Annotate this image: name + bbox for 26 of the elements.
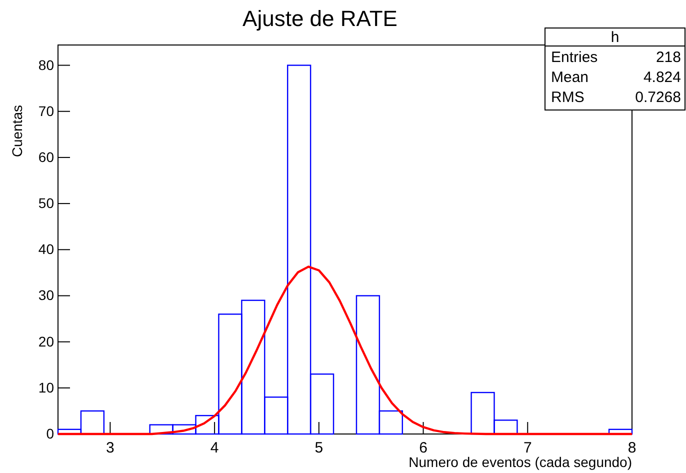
text: 0.7268 (635, 89, 681, 106)
annotation: h (610, 29, 620, 46)
annotation: RMS (551, 89, 584, 106)
x-tick-label: 5 (314, 440, 324, 457)
x-tick-label: 3 (106, 440, 114, 457)
y-tick-label: 50 (38, 195, 54, 212)
annotation: Mean (551, 69, 589, 86)
y-tick-label: 70 (38, 102, 54, 119)
y-axis-title: Cuentas (9, 105, 25, 158)
line-series (56, 266, 634, 436)
y-tick-label: 10 (38, 379, 54, 396)
y-tick-label: 20 (38, 333, 54, 350)
x-tick-label: 6 (419, 440, 428, 457)
x-tick-label: 7 (523, 440, 532, 457)
y-tick-label: 60 (38, 148, 54, 165)
x-tick-label: 8 (628, 440, 636, 457)
chart-title: Ajuste de RATE (242, 6, 398, 31)
text: 4.824 (643, 69, 681, 86)
y-tick-label: 80 (38, 56, 54, 73)
y-tick-label: 40 (38, 241, 54, 258)
y-tick-label: 0 (46, 425, 54, 442)
annotation: Entries (551, 49, 598, 66)
x-tick-label: 4 (210, 440, 219, 457)
y-tick-label: 30 (38, 287, 54, 304)
x-axis-title: Numero de eventos (cada segundo) (408, 454, 632, 470)
text: 218 (656, 49, 681, 66)
